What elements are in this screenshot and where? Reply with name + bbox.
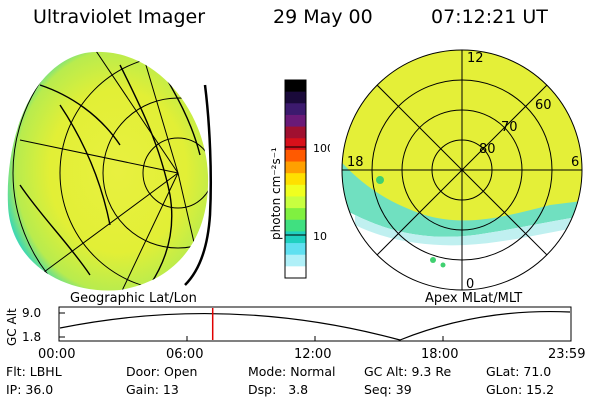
polar-image: 12 18 6 0 80 70 60	[341, 49, 583, 292]
colorbar-tick-10: 10	[313, 230, 327, 243]
seq-value: Seq: 39	[364, 382, 412, 397]
glat-value: GLat: 71.0	[486, 364, 552, 379]
colorbar-unit-label: photon cm⁻²s⁻¹	[269, 147, 283, 240]
time-tick-0000: 00:00	[38, 347, 75, 362]
mlt-label-12: 12	[467, 51, 484, 66]
geographic-caption: Geographic Lat/Lon	[70, 291, 197, 306]
colorbar-segment	[285, 173, 306, 186]
colorbar-segment	[285, 80, 306, 93]
geographic-image	[7, 51, 213, 291]
altitude-curve	[59, 310, 571, 341]
mlt-label-6: 6	[571, 155, 579, 170]
glon-value: GLon: 15.2	[486, 382, 555, 397]
dsp-value: Dsp: 3.8	[248, 382, 309, 397]
colorbar-segment	[285, 161, 306, 174]
colorbar-segment	[285, 243, 306, 256]
filter-value: Flt: LBHL	[6, 364, 62, 379]
mlt-label-18: 18	[347, 155, 364, 170]
colorbar-segment	[285, 138, 306, 151]
mlat-label-80: 80	[479, 142, 496, 157]
colorbar-segment	[285, 208, 306, 221]
colorbar-segment	[285, 184, 306, 197]
alt-tick-9: 9.0	[22, 306, 41, 320]
time-tick-2359: 23:59	[548, 347, 585, 362]
time-tick-1200: 12:00	[294, 347, 331, 362]
colorbar-segment	[285, 103, 306, 116]
mode-value: Mode: Normal	[248, 364, 336, 379]
apex-caption: Apex MLat/MLT	[425, 291, 523, 306]
gc-alt-value: GC Alt: 9.3 Re	[364, 364, 452, 379]
instrument-title: Ultraviolet Imager	[33, 6, 206, 28]
observation-date: 29 May 00	[273, 6, 373, 28]
alt-tick-1-8: 1.8	[22, 330, 41, 344]
colorbar-segment	[285, 254, 306, 267]
colorbar-segment	[285, 91, 306, 104]
ip-value: IP: 36.0	[6, 382, 54, 397]
colorbar-segment	[285, 266, 306, 279]
colorbar: 100 10 photon cm⁻²s⁻¹	[269, 79, 330, 279]
colorbar-segment	[285, 231, 306, 244]
colorbar-segment	[285, 149, 306, 163]
colorbar-segment	[285, 196, 306, 209]
mlat-label-70: 70	[501, 120, 518, 135]
observation-time: 07:12:21 UT	[431, 6, 548, 28]
alt-ylabel: GC Alt	[5, 308, 19, 346]
colorbar-tick-100: 100	[313, 142, 330, 155]
door-value: Door: Open	[126, 364, 198, 379]
mlt-label-0: 0	[466, 277, 474, 292]
time-tick-1800: 18:00	[421, 347, 458, 362]
colorbar-segment	[285, 126, 306, 139]
gain-value: Gain: 13	[126, 382, 179, 397]
colorbar-segment	[285, 114, 306, 128]
time-tick-0600: 06:00	[166, 347, 203, 362]
altitude-plot: 9.0 1.8 GC Alt 00:00 06:00 12:00 18:00 2…	[5, 306, 585, 362]
mlat-label-60: 60	[535, 98, 552, 113]
colorbar-segment	[285, 219, 306, 232]
